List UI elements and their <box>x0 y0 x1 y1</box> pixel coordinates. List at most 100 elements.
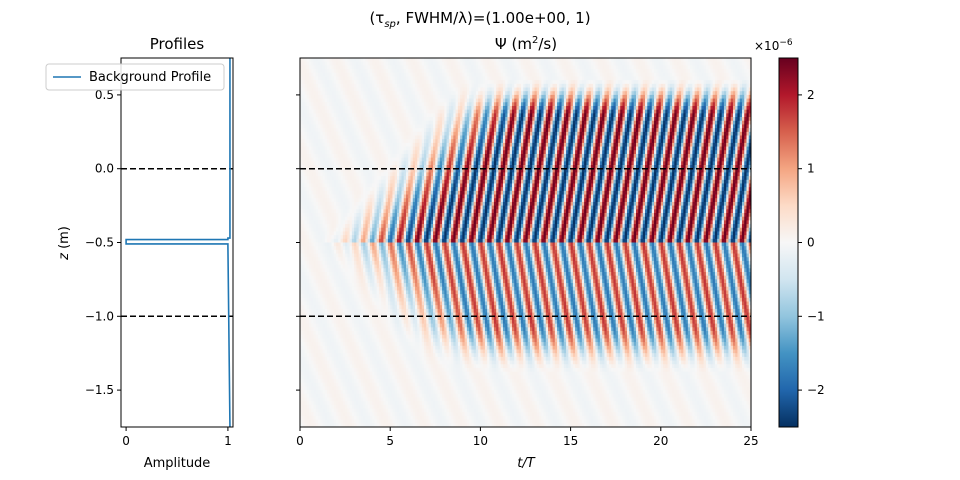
heatmap-cell <box>514 65 517 70</box>
heatmap-cell <box>356 139 360 144</box>
heatmap-cell <box>318 102 321 107</box>
heatmap-cell <box>717 124 720 129</box>
heatmap-cell <box>500 91 504 96</box>
heatmap-cell <box>426 91 429 96</box>
heatmap-cell <box>545 124 549 129</box>
heatmap-cell <box>365 69 369 74</box>
heatmap-cell <box>381 102 384 107</box>
heatmap-cell <box>363 117 366 122</box>
heatmap-cell <box>387 98 391 103</box>
heatmap-cell <box>550 142 553 147</box>
heatmap-cell <box>417 98 420 103</box>
heatmap-cell <box>487 102 490 107</box>
heatmap-cell <box>419 102 423 107</box>
heatmap-cell <box>678 128 682 133</box>
heatmap-cell <box>410 83 414 88</box>
heatmap-cell <box>545 102 549 107</box>
heatmap-cell <box>338 69 341 74</box>
heatmap-cell <box>611 76 614 81</box>
heatmap-cell <box>737 124 741 129</box>
heatmap-cell <box>475 124 479 129</box>
heatmap-cell <box>424 105 427 111</box>
heatmap-cell <box>611 113 614 118</box>
heatmap-cell <box>399 105 402 111</box>
heatmap-cell <box>579 105 583 111</box>
heatmap-cell <box>710 91 714 96</box>
heatmap-cell <box>744 109 747 114</box>
heatmap-cell <box>649 117 653 122</box>
heatmap-cell <box>611 72 614 77</box>
heatmap-cell <box>527 98 531 103</box>
heatmap-cell <box>336 120 339 125</box>
heatmap-cell <box>442 139 445 144</box>
heatmap-cell <box>651 69 655 74</box>
heatmap-cell <box>372 117 375 122</box>
heatmap-cell <box>658 91 662 96</box>
heatmap-cell <box>579 120 583 125</box>
heatmap-cell <box>442 128 445 133</box>
heatmap-cell <box>597 80 601 85</box>
heatmap-cell <box>536 98 540 103</box>
heatmap-cell <box>602 131 605 136</box>
heatmap-cell <box>502 98 506 103</box>
heatmap-cell <box>629 139 632 144</box>
heatmap-cell <box>390 146 393 151</box>
heatmap-cell <box>322 128 326 133</box>
heatmap-cell <box>322 76 326 81</box>
heatmap-cell <box>586 142 590 147</box>
heatmap-cell <box>638 128 641 133</box>
heatmap-cell <box>424 76 427 81</box>
heatmap-cell <box>466 94 470 99</box>
heatmap-cell <box>460 131 463 136</box>
heatmap-cell <box>435 117 438 122</box>
heatmap-cell <box>340 142 344 147</box>
heatmap-cell <box>604 69 608 74</box>
heatmap-cell <box>741 91 745 96</box>
heatmap-cell <box>667 120 671 125</box>
heatmap-cell <box>586 61 590 66</box>
heatmap-cell <box>356 146 360 151</box>
heatmap-cell <box>723 58 727 63</box>
heatmap-cell <box>604 80 608 85</box>
heatmap-cell <box>554 83 558 88</box>
heatmap-cell <box>311 98 314 103</box>
heatmap-cell <box>541 91 544 96</box>
heatmap-cell <box>530 117 533 122</box>
heatmap-cell <box>683 61 686 66</box>
heatmap-cell <box>683 105 686 111</box>
heatmap-cell <box>527 142 531 147</box>
heatmap-cell <box>318 58 321 63</box>
heatmap-cell <box>737 58 741 63</box>
heatmap-cell <box>717 65 720 70</box>
heatmap-cell <box>484 65 488 70</box>
heatmap-cell <box>478 146 481 151</box>
heatmap-cell <box>530 142 533 147</box>
heatmap-cell <box>403 80 407 85</box>
heatmap-cell <box>566 124 569 129</box>
heatmap-cell <box>518 91 522 96</box>
heatmap-cell <box>640 117 644 122</box>
heatmap-cell <box>415 105 418 111</box>
heatmap-cell <box>424 87 427 92</box>
heatmap-cell <box>608 139 612 144</box>
heatmap-cell <box>507 80 511 85</box>
heatmap-cell <box>624 98 628 103</box>
heatmap-cell <box>568 72 571 77</box>
heatmap-cell <box>620 76 623 81</box>
heatmap-cell <box>543 117 547 122</box>
heatmap-cell <box>665 102 668 107</box>
heatmap-cell <box>322 69 326 74</box>
heatmap-cell <box>356 83 360 88</box>
heatmap-cell <box>356 98 360 103</box>
heatmap-cell <box>690 128 693 133</box>
heatmap-cell <box>358 83 362 88</box>
heatmap-cell <box>457 109 461 114</box>
heatmap-cell <box>588 142 592 147</box>
heatmap-cell <box>509 61 513 66</box>
heatmap-cell <box>363 128 366 133</box>
heatmap-cell <box>469 124 472 129</box>
heatmap-cell <box>523 65 526 70</box>
heatmap-cell <box>369 124 373 129</box>
heatmap-cell <box>712 113 716 118</box>
heatmap-cell <box>608 102 612 107</box>
